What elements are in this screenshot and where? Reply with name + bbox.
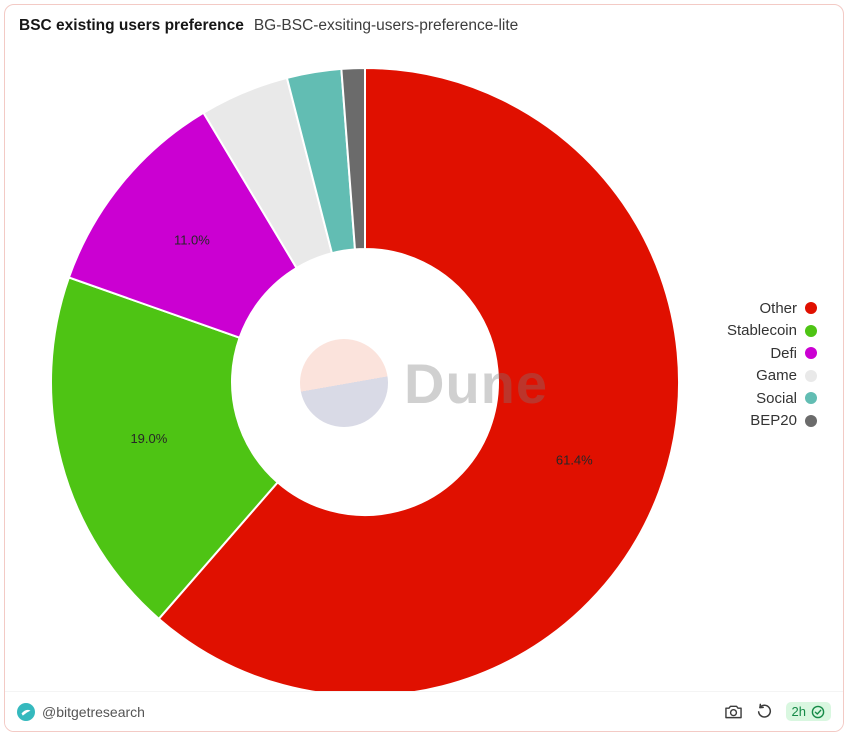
footer: @bitgetresearch 2h [5, 691, 843, 731]
pie-slice-defi[interactable] [67, 111, 298, 340]
legend-color-dot [805, 414, 817, 427]
legend-label: BEP20 [750, 412, 797, 430]
donut-chart: 61.4% 19.0% 11.0% [50, 66, 680, 697]
slice-percent-label: 11.0% [174, 233, 210, 248]
legend-label: Game [756, 367, 797, 385]
legend-label: Stablecoin [726, 322, 797, 340]
legend-label: Social [756, 389, 797, 407]
bitget-logo-icon [17, 702, 35, 721]
refresh-icon[interactable] [756, 703, 773, 720]
author-handle: @bitgetresearch [42, 703, 145, 720]
pie-slice-stablecoin[interactable] [50, 276, 280, 621]
slice-percent-label: 61.4% [556, 452, 593, 467]
footer-actions: 2h [724, 702, 831, 721]
legend-label: Other [759, 299, 797, 317]
author-block[interactable]: @bitgetresearch [17, 702, 145, 721]
slice-percent-label: 19.0% [130, 431, 167, 446]
chart-header: BSC existing users preference BG-BSC-exs… [19, 17, 829, 35]
freshness-badge[interactable]: 2h [785, 702, 831, 721]
chart-title: BSC existing users preference [19, 17, 244, 34]
chart-card: 61.4% 19.0% 11.0% BSC existing users prefe… [4, 4, 844, 732]
legend-color-dot [805, 324, 817, 337]
legend-item-other[interactable]: Other [727, 299, 817, 318]
legend-item-stablecoin[interactable]: Stablecoin [727, 322, 817, 341]
legend-color-dot [805, 392, 817, 405]
pie-slice-bep20[interactable] [340, 66, 366, 251]
legend-item-social[interactable]: Social [727, 389, 817, 408]
legend-color-dot [805, 369, 817, 382]
legend: Other Stablecoin Defi Game Social BEP20 [727, 299, 817, 430]
check-circle-icon [811, 705, 825, 718]
camera-icon[interactable] [724, 703, 743, 720]
chart-subtitle: BG-BSC-exsiting-users-preference-lite [253, 17, 519, 34]
legend-item-bep20[interactable]: BEP20 [727, 412, 817, 431]
legend-item-game[interactable]: Game [727, 367, 817, 386]
badge-age-text: 2h [791, 704, 806, 719]
legend-label: Defi [770, 344, 797, 362]
legend-item-defi[interactable]: Defi [727, 344, 817, 363]
legend-color-dot [805, 347, 817, 360]
legend-color-dot [805, 302, 817, 315]
